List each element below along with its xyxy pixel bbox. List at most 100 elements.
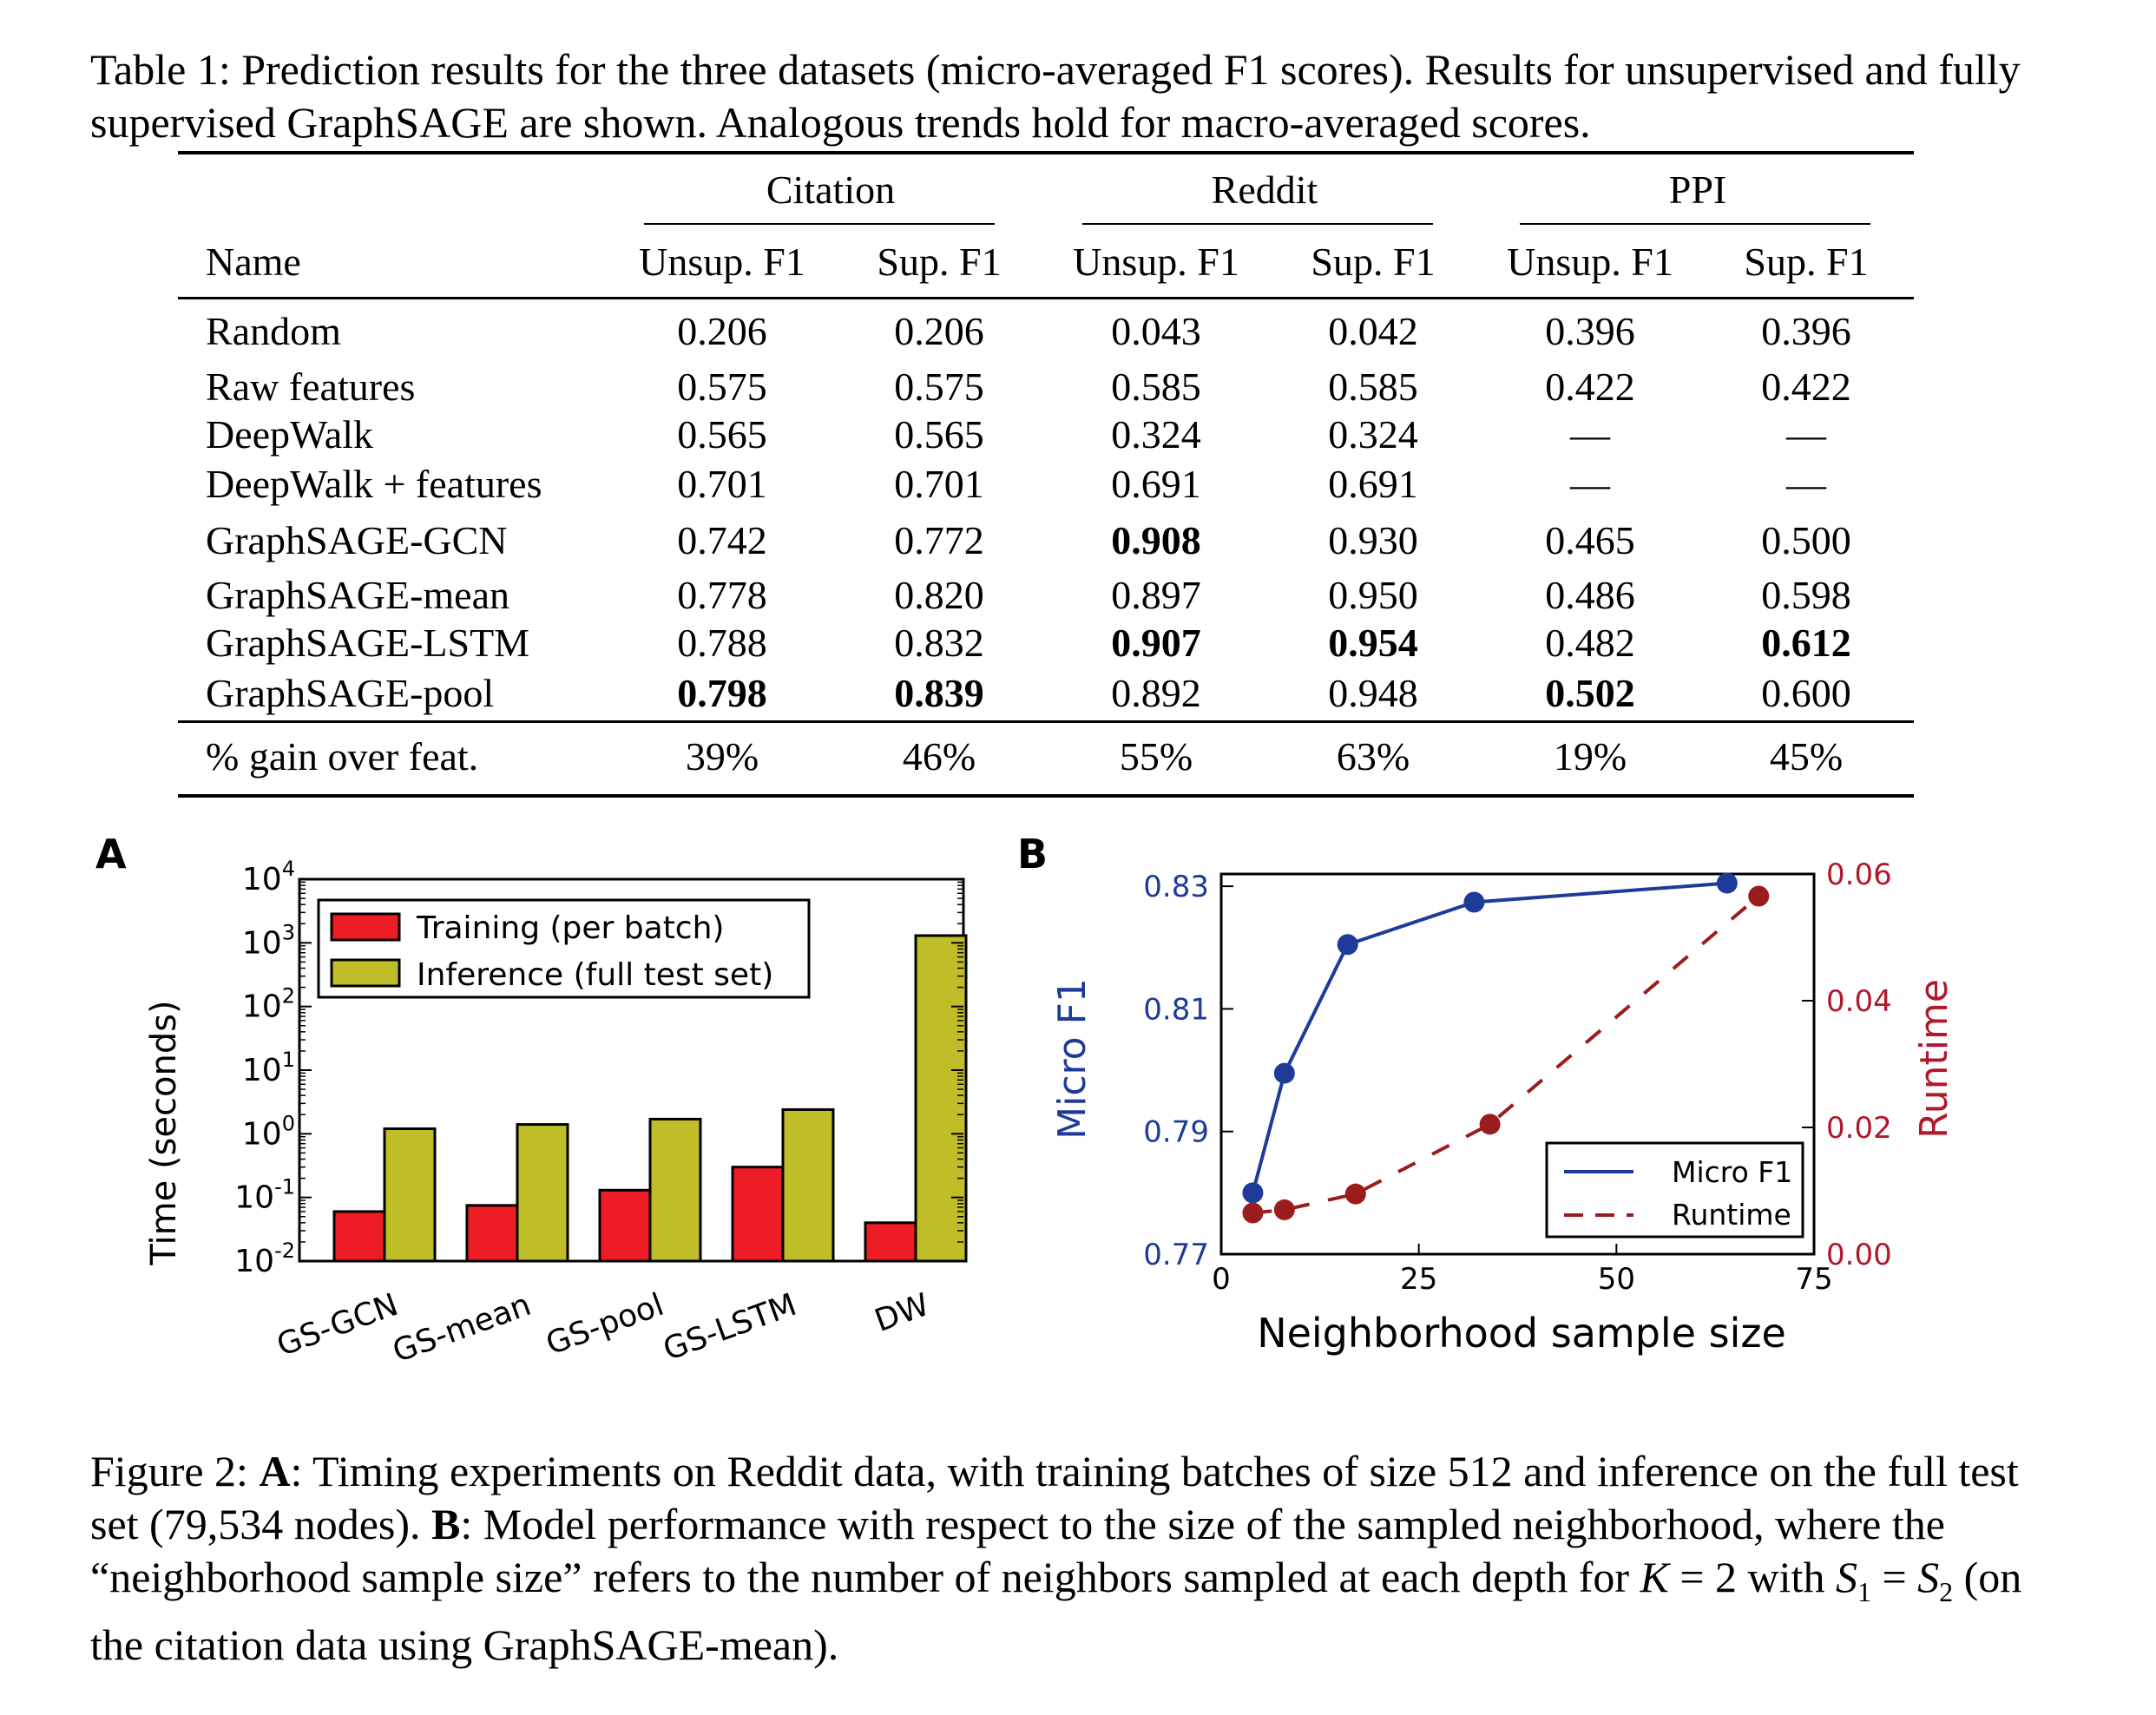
y-tick-base: 10 [242,925,282,961]
y-tick-exponent: -2 [274,1239,295,1263]
table-cell-value: — [1570,462,1610,506]
y-tick-exponent: 3 [282,920,295,944]
table-cell-value: 0.600 [1761,670,1851,715]
name-header: Name [206,239,301,284]
table-cell: 45% [1769,733,1844,779]
table-cell-value: 0.701 [677,462,767,506]
table-cell: 0.324 [1265,411,1482,458]
y-tick-base: 10 [242,1053,282,1088]
table-cell: 0.482 [1482,619,1699,667]
table-cell-value: 0.565 [894,412,984,457]
table-cell: 0.897 [1048,571,1265,619]
table-cell-value: 0.502 [1545,670,1635,715]
math-eq2: = [1870,1553,1918,1601]
col-header: Sup. F1 [1311,239,1436,284]
table-cell: 0.396 [1482,299,1699,363]
table-cell: 39% [685,733,759,779]
table-cell: 0.324 [1048,411,1265,458]
table-cell: 46% [902,733,976,779]
inference-bar [516,1123,569,1263]
table-cell-value: 0.585 [1111,365,1201,409]
table-cell: 0.575 [831,363,1048,411]
y-tick-base: 10 [242,1116,282,1152]
table-cell: 0.598 [1699,571,1914,619]
table-cell-name: GraphSAGE-LSTM [206,621,530,665]
x-tick-label: 25 [1400,1262,1437,1297]
table-cell: 0.691 [1265,458,1482,509]
legend-swatch-training [330,912,401,942]
sample-size-line-chart: B Micro F1 Runtime Neighborhood sample s… [1017,831,1956,1357]
y-tick-label: 0.81 [1143,992,1209,1027]
table-cell-value: 0.772 [894,518,984,562]
x-tick-label: GS-pool [542,1287,668,1363]
panel-label-a: A [95,831,127,877]
training-bar [864,1221,917,1263]
table-cell-value: 0.950 [1328,573,1418,617]
legend-label-training: Training (per batch) [416,910,724,946]
x-tick-label: 75 [1795,1262,1832,1297]
table-cell-value: 0.324 [1328,412,1418,457]
runtime-point [1242,1202,1264,1224]
x-tick-label: 0 [1212,1262,1231,1297]
y-tick-label: 101 [242,1048,295,1088]
math-sub2: 2 [1939,1576,1954,1607]
table-cell-value: — [1570,412,1610,457]
table-cell-value: 0.324 [1111,412,1201,457]
table-cell: 0.422 [1482,363,1699,411]
y-tick-exponent: 0 [282,1111,295,1135]
table-cell-value: 0.396 [1761,308,1851,353]
runtime-point [1748,885,1770,907]
table-cell: 0.396 [1699,299,1914,363]
table-cell-value: 0.701 [894,462,984,506]
table-cell-value: 0.832 [894,621,984,665]
math-s2: S [1917,1553,1940,1601]
table-cell: 0.043 [1048,299,1265,363]
table-cell-name: GraphSAGE-mean [206,573,510,617]
chart-legend: Training (per batch) Inference (full tes… [317,898,811,999]
group-header-row: Citation Reddit PPI [178,154,1914,224]
runtime-point [1344,1183,1366,1205]
table-row: GraphSAGE-GCN 0.742 0.772 0.908 0.930 0.465 0.… [178,509,1914,571]
table-cell-name: Raw features [206,365,416,409]
table-cell-value: 0.930 [1328,518,1418,562]
table-cell: 0.907 [1048,619,1265,667]
runtime-point [1273,1199,1295,1220]
chart-plot-area: 0 25 50 75 0.77 0.79 0.81 0.83 0.00 0.02 0.04 0.06 [1143,858,1891,1297]
table-cell: 0.585 [1048,363,1265,411]
table-cell: 0.042 [1265,299,1482,363]
group-underline-ppi [1520,223,1870,225]
y-tick-base: 10 [242,862,282,897]
table-cell: — [1699,411,1914,458]
table-cell: 0.612 [1699,619,1914,667]
table-cell-name: % gain over feat. [206,733,479,779]
group-ppi: PPI [1668,167,1727,212]
table-cell-name: Random [206,308,341,353]
table-cell-value: 0.043 [1111,308,1201,353]
y-tick-label: 10-2 [234,1239,295,1279]
legend-swatch-inference [330,958,401,988]
col-header: Sup. F1 [877,239,1002,284]
table-cell: 55% [1119,733,1193,779]
bar-group [332,934,968,1263]
table-cell: 0.465 [1482,509,1699,571]
header-rule [178,297,1914,299]
table-cell-value: 0.778 [677,573,767,617]
y-tick-label: 100 [242,1111,295,1152]
table-cell: 0.600 [1699,667,1914,719]
table-cell: 0.701 [831,458,1048,509]
table-row: Raw features 0.575 0.575 0.585 0.585 0.422 0.4… [178,363,1914,411]
table-cell: 0.565 [831,411,1048,458]
inference-bar [914,934,968,1263]
table-cell: 0.585 [1265,363,1482,411]
table-cell-value: — [1786,412,1826,457]
x-tick-label: GS-mean [388,1287,536,1370]
results-table: Citation Reddit PPI Name Unsup. F1 Sup. … [178,154,1914,793]
y2-tick-label: 0.06 [1826,858,1892,892]
training-bar [598,1188,652,1263]
group-citation: Citation [766,167,896,212]
table-cell-value: 0.565 [677,412,767,457]
table-cell-value: 0.954 [1328,621,1418,665]
table-cell: 0.788 [614,619,831,667]
table-cell-value: 0.396 [1545,308,1635,353]
series-lines [1242,872,1770,1224]
